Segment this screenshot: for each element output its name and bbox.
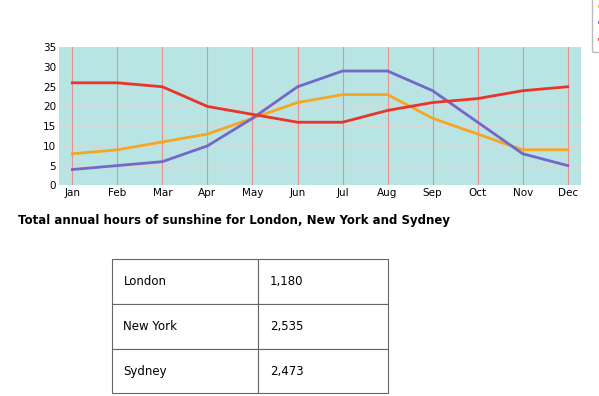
Bar xyxy=(111,259,258,304)
Text: London: London xyxy=(123,275,167,288)
Text: 1,180: 1,180 xyxy=(270,275,304,288)
Bar xyxy=(111,304,258,348)
Text: 2,473: 2,473 xyxy=(270,365,304,377)
Bar xyxy=(258,304,388,348)
Bar xyxy=(258,348,388,394)
Bar xyxy=(111,348,258,394)
Text: New York: New York xyxy=(123,320,177,333)
Text: 2,535: 2,535 xyxy=(270,320,304,333)
Text: Total annual hours of sunshine for London, New York and Sydney: Total annual hours of sunshine for Londo… xyxy=(18,214,450,227)
Bar xyxy=(258,259,388,304)
Text: Sydney: Sydney xyxy=(123,365,167,377)
